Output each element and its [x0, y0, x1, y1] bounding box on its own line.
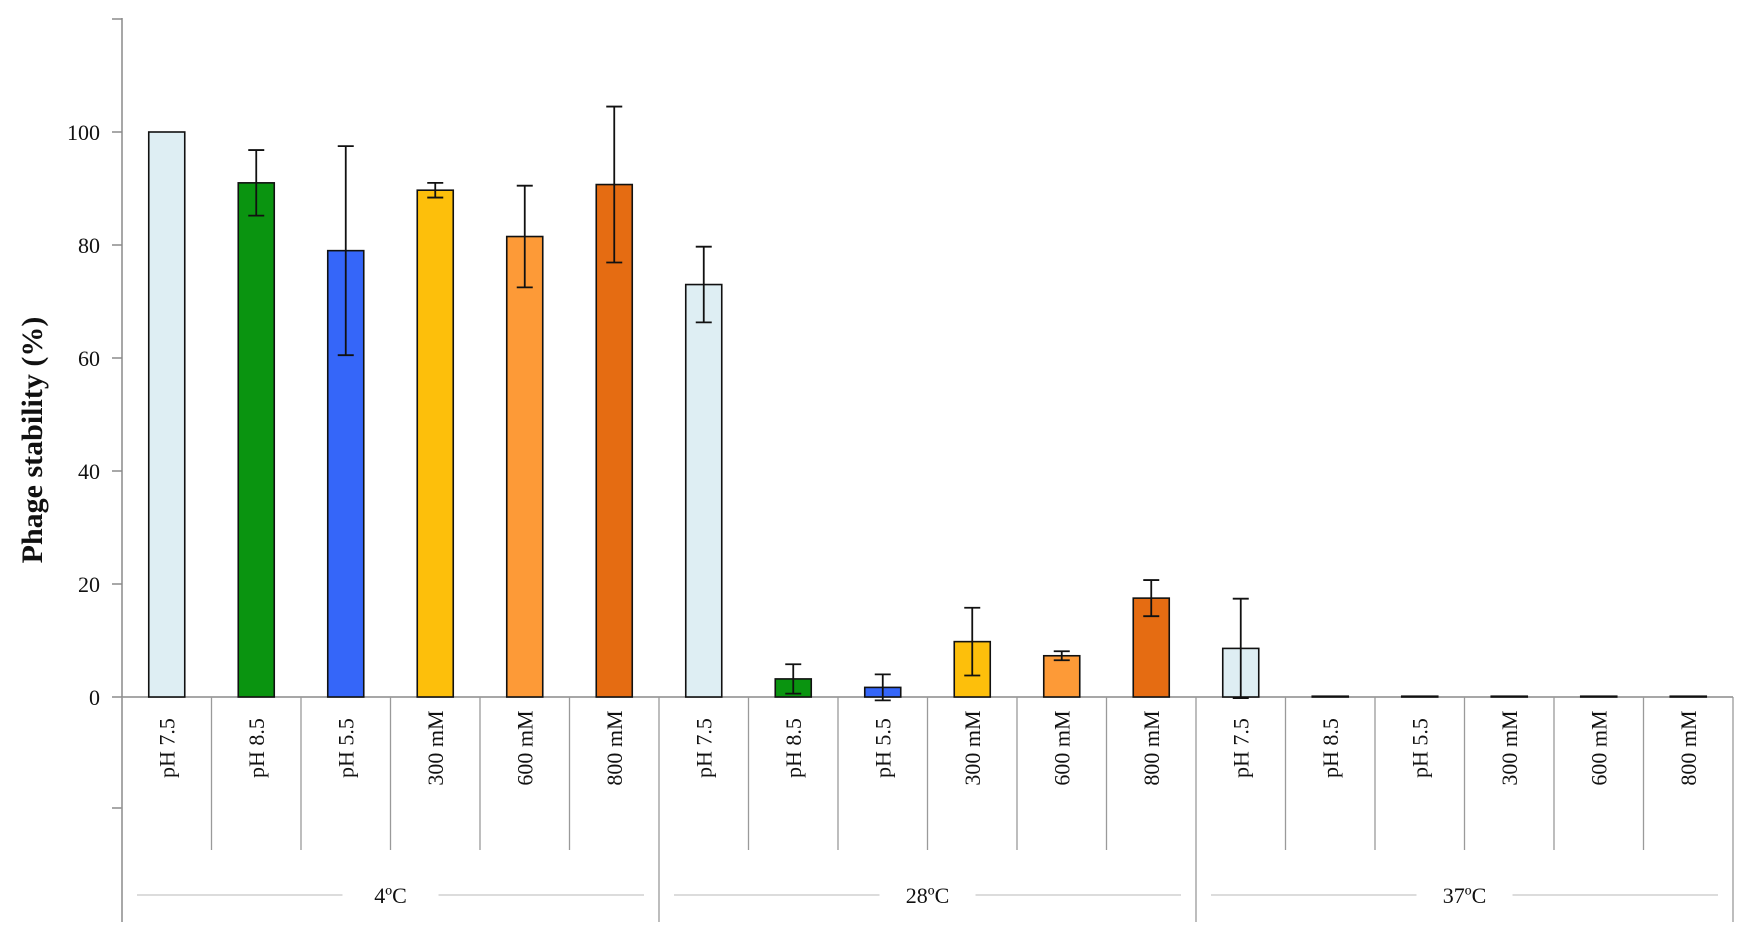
bar	[237, 182, 276, 698]
y-tick-label: 40	[78, 459, 100, 484]
bar	[1579, 695, 1618, 698]
x-category-label: pH 5.5	[870, 718, 895, 778]
bar	[416, 189, 455, 698]
x-category-label: 300 mM	[960, 710, 985, 785]
x-category-label: pH 5.5	[1407, 718, 1432, 778]
x-category-label: pH 5.5	[333, 718, 358, 778]
x-category-label: 300 mM	[1497, 710, 1522, 785]
x-category-label: pH 8.5	[781, 718, 806, 778]
x-category-label: 300 mM	[423, 710, 448, 785]
x-category-label: 600 mM	[512, 710, 537, 785]
bar	[1490, 695, 1529, 698]
x-category-label: pH 8.5	[244, 718, 269, 778]
x-category-label: pH 8.5	[1318, 718, 1343, 778]
y-tick-label: 20	[78, 572, 100, 597]
x-category-label: 800 mM	[1139, 710, 1164, 785]
bar	[595, 183, 634, 698]
bar	[1669, 695, 1708, 698]
y-tick-label: 100	[67, 120, 100, 145]
bar	[147, 131, 186, 698]
x-category-label: pH 7.5	[691, 718, 716, 778]
x-category-label: 800 mM	[602, 710, 627, 785]
y-tick-label: 60	[78, 346, 100, 371]
x-category-label: pH 7.5	[1228, 718, 1253, 778]
y-axis-title: Phage stability (%)	[16, 317, 49, 564]
bar	[1311, 695, 1350, 698]
x-category-label: 800 mM	[1676, 710, 1701, 785]
x-category-label: pH 7.5	[154, 718, 179, 778]
x-group-label: 37ºC	[1443, 883, 1487, 908]
y-tick-label: 0	[89, 685, 100, 710]
y-tick-label: 80	[78, 233, 100, 258]
x-category-label: 600 mM	[1586, 710, 1611, 785]
bar	[684, 283, 723, 698]
bar	[1400, 695, 1439, 698]
x-group-label: 28ºC	[906, 883, 950, 908]
bar	[505, 235, 544, 698]
x-group-label: 4ºC	[374, 883, 407, 908]
bar	[1042, 654, 1081, 698]
x-category-label: 600 mM	[1049, 710, 1074, 785]
